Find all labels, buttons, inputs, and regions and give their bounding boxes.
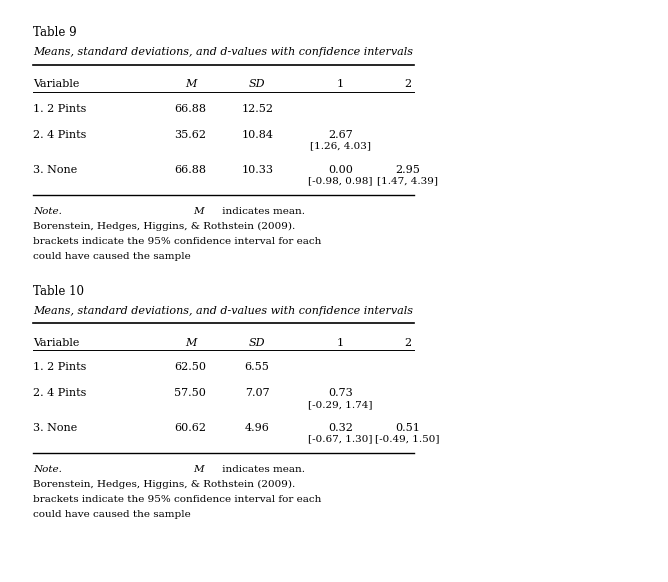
- Text: 2: 2: [404, 338, 411, 347]
- Text: 7.07: 7.07: [245, 388, 269, 398]
- Text: Note.: Note.: [33, 207, 65, 215]
- Text: 3. None: 3. None: [33, 165, 77, 175]
- Text: [-0.29, 1.74]: [-0.29, 1.74]: [309, 400, 373, 409]
- Text: indicates mean.: indicates mean.: [219, 465, 309, 474]
- Text: M: M: [184, 79, 196, 89]
- Text: 57.50: 57.50: [174, 388, 206, 398]
- Text: 10.33: 10.33: [241, 165, 273, 175]
- Text: 60.62: 60.62: [174, 423, 206, 433]
- Text: 2. 4 Pints: 2. 4 Pints: [33, 130, 87, 140]
- Text: brackets indicate the 95% confidence interval for each: brackets indicate the 95% confidence int…: [33, 495, 325, 504]
- Text: 6.55: 6.55: [244, 362, 270, 372]
- Text: [-0.49, 1.50]: [-0.49, 1.50]: [375, 435, 440, 443]
- Text: 1. 2 Pints: 1. 2 Pints: [33, 104, 87, 113]
- Text: 3. None: 3. None: [33, 423, 77, 433]
- Text: SD: SD: [249, 338, 265, 347]
- Text: [-0.67, 1.30]: [-0.67, 1.30]: [309, 435, 373, 443]
- Text: M: M: [184, 338, 196, 347]
- Text: Variable: Variable: [33, 79, 79, 89]
- Text: 1: 1: [337, 338, 344, 347]
- Text: could have caused the sample: could have caused the sample: [33, 252, 194, 261]
- Text: 66.88: 66.88: [174, 104, 206, 113]
- Text: 0.00: 0.00: [328, 165, 353, 175]
- Text: brackets indicate the 95% confidence interval for each: brackets indicate the 95% confidence int…: [33, 237, 325, 246]
- Text: Table 9: Table 9: [33, 26, 77, 39]
- Text: indicates mean.: indicates mean.: [219, 207, 309, 215]
- Text: Variable: Variable: [33, 338, 79, 347]
- Text: 4.96: 4.96: [244, 423, 270, 433]
- Text: 2.95: 2.95: [395, 165, 420, 175]
- Text: could have caused the sample: could have caused the sample: [33, 510, 194, 519]
- Text: M: M: [192, 465, 203, 474]
- Text: 2: 2: [404, 79, 411, 89]
- Text: 1: 1: [337, 79, 344, 89]
- Text: Table 10: Table 10: [33, 285, 84, 297]
- Text: 1. 2 Pints: 1. 2 Pints: [33, 362, 87, 372]
- Text: M: M: [192, 207, 203, 215]
- Text: [1.26, 4.03]: [1.26, 4.03]: [310, 141, 371, 150]
- Text: Borenstein, Hedges, Higgins, & Rothstein (2009).: Borenstein, Hedges, Higgins, & Rothstein…: [33, 480, 299, 489]
- Text: 2. 4 Pints: 2. 4 Pints: [33, 388, 87, 398]
- Text: 62.50: 62.50: [174, 362, 206, 372]
- Text: 2.67: 2.67: [328, 130, 353, 140]
- Text: [1.47, 4.39]: [1.47, 4.39]: [377, 176, 438, 185]
- Text: 0.32: 0.32: [328, 423, 353, 433]
- Text: 0.73: 0.73: [328, 388, 353, 398]
- Text: [-0.98, 0.98]: [-0.98, 0.98]: [309, 176, 373, 185]
- Text: Means, standard deviations, and d-values with confidence intervals: Means, standard deviations, and d-values…: [33, 47, 413, 57]
- Text: SD: SD: [249, 79, 265, 89]
- Text: Means, standard deviations, and d-values with confidence intervals: Means, standard deviations, and d-values…: [33, 306, 413, 315]
- Text: 66.88: 66.88: [174, 165, 206, 175]
- Text: 10.84: 10.84: [241, 130, 273, 140]
- Text: 12.52: 12.52: [241, 104, 273, 113]
- Text: 35.62: 35.62: [174, 130, 206, 140]
- Text: Note.: Note.: [33, 465, 65, 474]
- Text: 0.51: 0.51: [395, 423, 420, 433]
- Text: Borenstein, Hedges, Higgins, & Rothstein (2009).: Borenstein, Hedges, Higgins, & Rothstein…: [33, 222, 299, 231]
